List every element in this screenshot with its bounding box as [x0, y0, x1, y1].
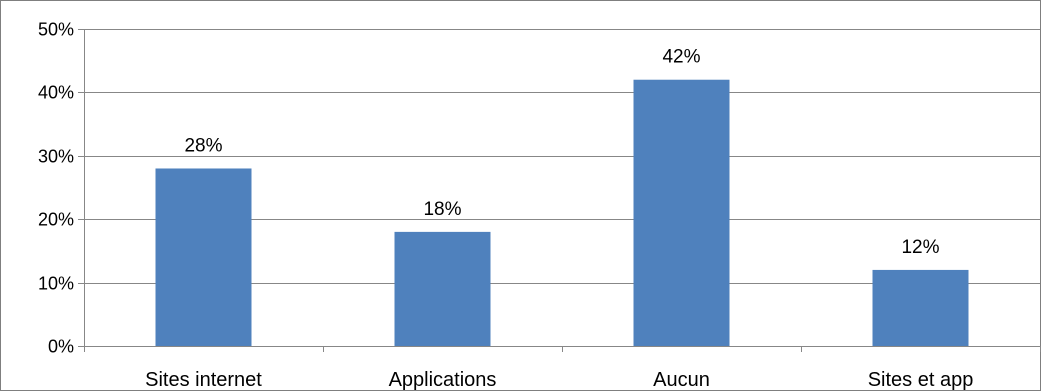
y-tick-label: 20% [38, 210, 74, 230]
y-tick-label: 10% [38, 274, 74, 294]
data-label: 12% [901, 237, 939, 258]
x-category-label: Aucun [653, 369, 710, 391]
axes [78, 29, 1041, 352]
bar-applications [394, 231, 491, 346]
data-label: 18% [423, 199, 461, 220]
data-label: 42% [662, 47, 700, 68]
bar-aucun [633, 79, 730, 346]
x-category-label: Applications [389, 369, 497, 391]
bar-sites-et-app [872, 269, 969, 346]
bar-sites-internet [155, 168, 252, 346]
y-tick-label: 30% [38, 147, 74, 167]
x-category-label: Sites et app [868, 369, 974, 391]
y-tick-label: 0% [48, 337, 74, 357]
y-tick-label: 50% [38, 20, 74, 40]
bars [155, 79, 969, 346]
data-label: 28% [184, 135, 222, 156]
x-category-label: Sites internet [145, 369, 262, 391]
y-tick-label: 40% [38, 83, 74, 103]
labels: 0% 10% 20% 30% 40% 50% 28% Sites internet 18% App… [38, 20, 973, 392]
